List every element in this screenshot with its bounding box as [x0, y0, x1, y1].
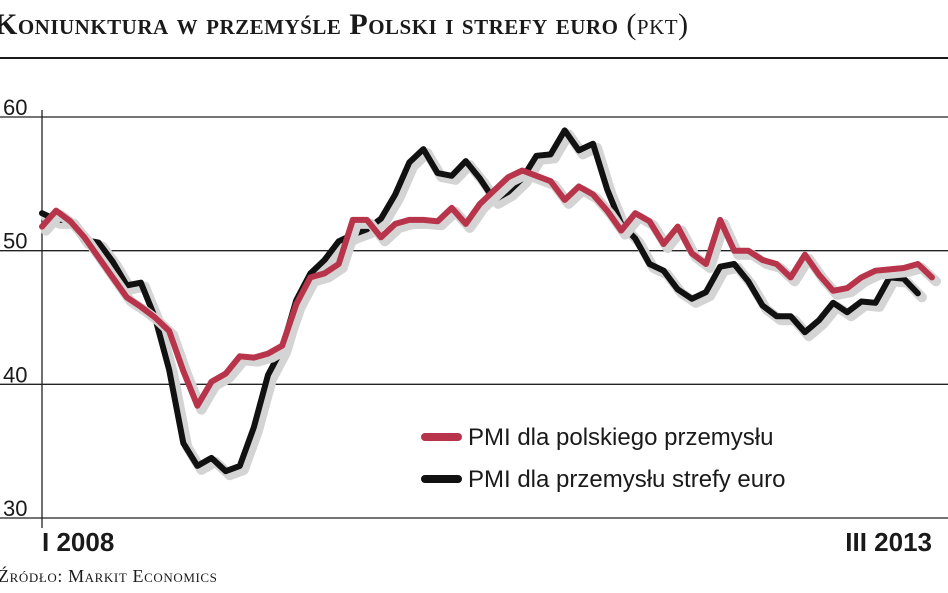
series-line-eurozone	[39, 127, 921, 475]
series-lines	[39, 127, 941, 481]
chart-title-unit: (pkt)	[626, 8, 689, 41]
y-tick-label-60: 60	[3, 95, 27, 120]
series-line-poland	[39, 167, 935, 409]
chart-title: Koniunktura w przemyśle Polski i strefy …	[0, 8, 689, 42]
y-tick-labels: 30 40 50 60	[3, 95, 27, 521]
y-tick-label-50: 50	[3, 229, 27, 254]
legend-eurozone-label: PMI dla przemysłu strefy euro	[468, 466, 785, 493]
x-label-end: III 2013	[845, 527, 932, 557]
legend: PMI dla polskiego przemysłu PMI dla prze…	[421, 424, 785, 493]
y-tick-label-40: 40	[3, 362, 27, 387]
source-note: Źródło: Markit Economics	[0, 566, 218, 586]
title-rule	[0, 57, 948, 59]
chart-title-main: Koniunktura w przemyśle Polski i strefy …	[0, 8, 619, 41]
legend-poland-label: PMI dla polskiego przemysłu	[468, 424, 773, 451]
x-label-start: I 2008	[42, 527, 114, 557]
series-shadow-poland	[41, 169, 941, 415]
grid-lines	[0, 110, 948, 528]
pmi-line-chart: 30 40 50 60 I 2008 III 2013 PMI dla polskie…	[0, 95, 948, 557]
y-tick-label-30: 30	[3, 496, 27, 521]
